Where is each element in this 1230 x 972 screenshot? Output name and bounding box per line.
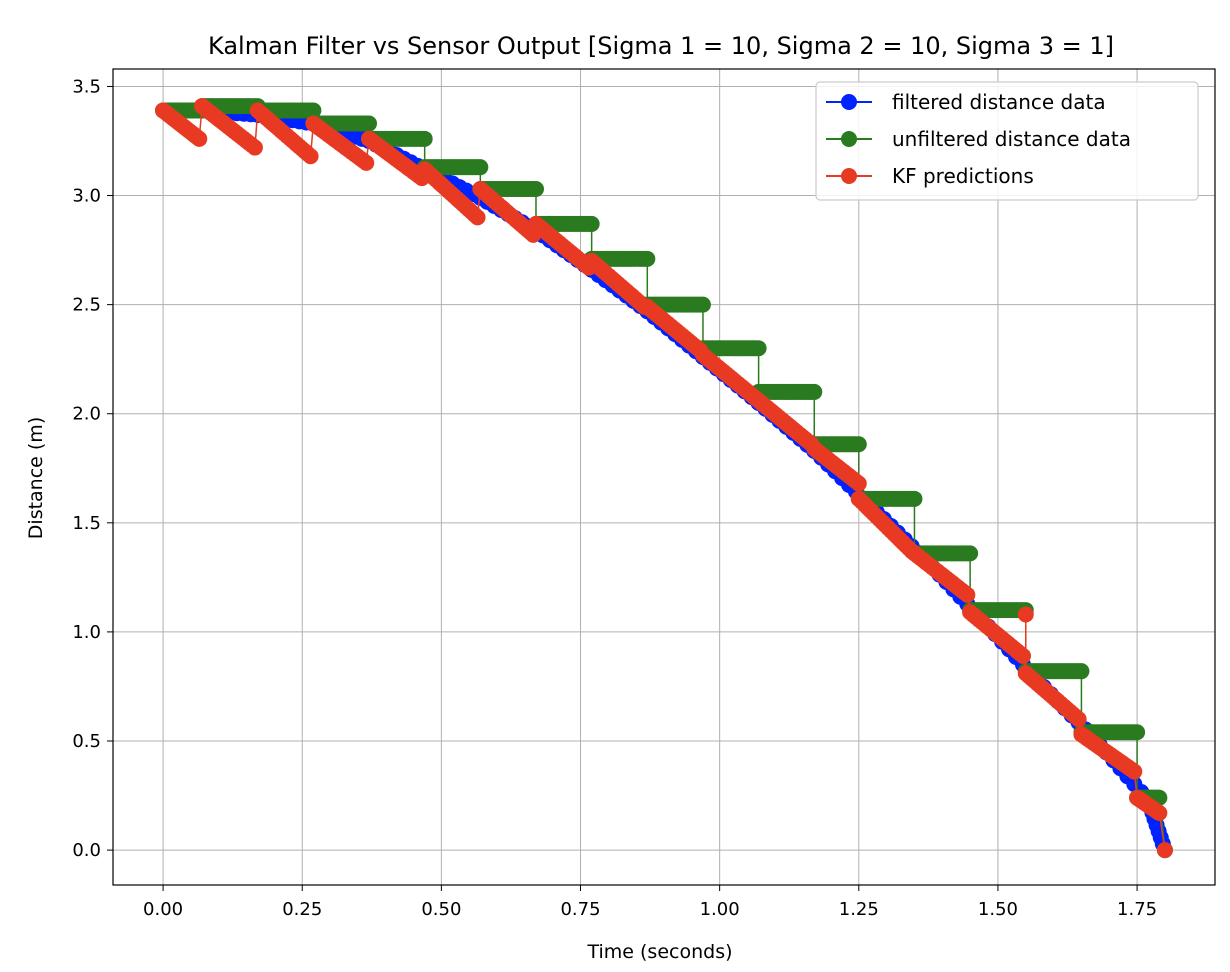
point-unfiltered: [962, 545, 979, 562]
x-tick-label: 1.25: [839, 899, 879, 920]
point-kf: [358, 154, 375, 171]
y-tick-label: 1.0: [72, 622, 101, 643]
y-tick-label: 2.0: [72, 404, 101, 425]
point-unfiltered: [583, 215, 600, 232]
legend-box: [815, 81, 1199, 201]
series-kf: [155, 98, 1173, 859]
legend-marker-unfiltered: [841, 131, 857, 147]
point-kf-outlier: [1017, 606, 1034, 623]
y-axis-label: Distance (m): [25, 417, 47, 539]
plot-area: [155, 98, 1173, 859]
series-line-filtered: [163, 109, 1166, 851]
point-unfiltered: [472, 159, 489, 176]
legend-item-filtered: filtered distance data: [826, 90, 1106, 114]
legend-label-unfiltered: unfiltered distance data: [892, 127, 1131, 151]
legend-label-filtered: filtered distance data: [892, 90, 1106, 114]
x-tick-label: 0.00: [143, 899, 183, 920]
axes-frame: [112, 68, 1216, 886]
point-unfiltered: [1129, 724, 1146, 741]
x-tick-label: 0.25: [282, 899, 322, 920]
x-tick-label: 1.75: [1117, 899, 1157, 920]
point-unfiltered: [639, 250, 656, 267]
point-unfiltered: [750, 340, 767, 357]
series-filtered: [155, 102, 1173, 859]
point-kf: [1014, 647, 1031, 664]
x-axis-label: Time (seconds): [586, 941, 732, 963]
y-tick-label: 1.5: [72, 513, 101, 534]
point-unfiltered: [416, 130, 433, 147]
x-tick-label: 0.50: [421, 899, 461, 920]
y-axis: 0.0 0.5 1.0 1.5 2.0 2.5 3.0 3.5: [72, 76, 113, 861]
point-unfiltered: [1073, 663, 1090, 680]
x-axis: 0.00 0.25 0.50 0.75 1.00 1.25 1.50 1.75: [143, 885, 1157, 920]
legend-item-unfiltered: unfiltered distance data: [826, 127, 1131, 151]
series-line-kf: [162, 104, 1166, 851]
point-kf: [469, 209, 486, 226]
point-unfiltered: [361, 115, 378, 132]
x-tick-label: 1.50: [978, 899, 1018, 920]
legend-label-kf: KF predictions: [892, 164, 1034, 188]
series-line-unfiltered: [163, 105, 1166, 851]
point-kf: [191, 130, 208, 147]
point-kf: [1156, 842, 1173, 859]
series-unfiltered: [155, 98, 1173, 859]
point-unfiltered: [527, 181, 544, 197]
point-kf: [850, 475, 867, 492]
point-kf: [1070, 711, 1087, 728]
legend-marker-kf: [841, 168, 857, 184]
legend: filtered distance data unfiltered distan…: [815, 81, 1199, 201]
point-kf: [959, 586, 976, 603]
y-tick-label: 2.5: [72, 295, 101, 316]
y-tick-label: 0.5: [72, 731, 101, 752]
point-kf: [1151, 805, 1168, 821]
point-unfiltered: [305, 102, 322, 119]
point-unfiltered: [850, 436, 867, 453]
point-unfiltered: [694, 296, 711, 313]
point-kf: [302, 148, 319, 165]
legend-item-kf: KF predictions: [826, 164, 1034, 188]
legend-marker-filtered: [841, 94, 857, 110]
y-tick-label: 0.0: [72, 840, 101, 861]
x-tick-label: 1.00: [700, 899, 740, 920]
point-kf: [246, 139, 263, 156]
y-tick-label: 3.0: [72, 186, 101, 207]
point-unfiltered: [806, 383, 823, 400]
point-unfiltered: [906, 490, 923, 507]
y-tick-label: 3.5: [72, 76, 101, 97]
point-kf: [1126, 763, 1143, 780]
chart-title: Kalman Filter vs Sensor Output [Sigma 1 …: [208, 32, 1114, 60]
x-tick-label: 0.75: [560, 899, 600, 920]
